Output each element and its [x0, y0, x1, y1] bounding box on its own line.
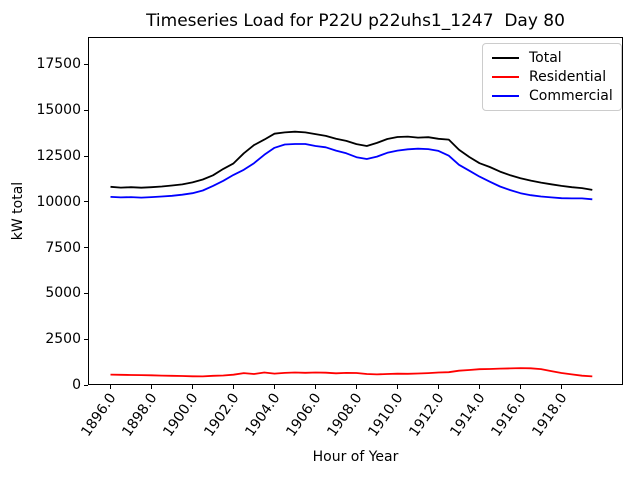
axes-spines: [88, 37, 623, 385]
y-tick-label: 7500: [45, 240, 81, 256]
x-tick-label: 1902.0: [201, 390, 243, 440]
x-tick-mark: [397, 385, 398, 389]
y-tick-label: 5000: [45, 285, 81, 301]
legend-line-swatch-commercial: [492, 94, 519, 97]
legend-label-commercial: Commercial: [529, 87, 613, 104]
chart-title: Timeseries Load for P22U p22uhs1_1247 Da…: [146, 11, 565, 31]
series-line-residential: [110, 367, 593, 378]
x-tick-label: 1906.0: [283, 390, 325, 440]
x-tick-mark: [438, 385, 439, 389]
y-tick-label: 10000: [36, 194, 81, 210]
x-tick-mark: [110, 385, 111, 389]
legend-item-commercial: Commercial: [492, 86, 615, 105]
legend-line-swatch-total: [492, 57, 519, 60]
y-tick-mark: [84, 247, 88, 248]
x-tick-label: 1896.0: [78, 390, 120, 440]
x-tick-mark: [315, 385, 316, 389]
x-tick-label: 1910.0: [365, 390, 407, 440]
y-tick-mark: [84, 64, 88, 65]
x-tick-mark: [233, 385, 234, 389]
legend-label-total: Total: [529, 50, 562, 67]
x-tick-label: 1900.0: [160, 390, 202, 440]
legend-item-residential: Residential: [492, 68, 615, 87]
y-tick-mark: [84, 339, 88, 340]
y-tick-mark: [84, 385, 88, 386]
y-tick-label: 0: [72, 377, 81, 393]
x-tick-mark: [151, 385, 152, 389]
plot-canvas: [88, 37, 623, 385]
x-tick-label: 1914.0: [447, 390, 489, 440]
y-tick-label: 15000: [36, 102, 81, 118]
x-tick-mark: [520, 385, 521, 389]
x-tick-label: 1898.0: [119, 390, 161, 440]
y-tick-label: 2500: [45, 331, 81, 347]
series-line-commercial: [110, 143, 593, 201]
legend-item-total: Total: [492, 49, 615, 68]
y-tick-mark: [84, 110, 88, 111]
x-tick-mark: [479, 385, 480, 389]
legend-label-residential: Residential: [529, 69, 607, 85]
legend-line-swatch-residential: [492, 76, 519, 78]
series-line-total: [110, 130, 593, 191]
x-tick-label: 1908.0: [324, 390, 366, 440]
plot-area: [88, 37, 623, 385]
x-tick-mark: [561, 385, 562, 389]
y-tick-mark: [84, 156, 88, 157]
x-tick-mark: [192, 385, 193, 389]
y-tick-label: 12500: [36, 148, 81, 164]
x-tick-label: 1904.0: [242, 390, 284, 440]
x-tick-label: 1918.0: [529, 390, 571, 440]
x-tick-label: 1912.0: [406, 390, 448, 440]
x-tick-mark: [356, 385, 357, 389]
x-tick-label: 1916.0: [488, 390, 530, 440]
y-tick-mark: [84, 201, 88, 202]
legend: Total Residential Commercial: [482, 43, 622, 111]
y-tick-label: 17500: [36, 56, 81, 72]
x-axis-label: Hour of Year: [312, 449, 399, 465]
y-axis-label: kW total: [10, 181, 26, 241]
x-tick-mark: [274, 385, 275, 389]
y-tick-mark: [84, 293, 88, 294]
